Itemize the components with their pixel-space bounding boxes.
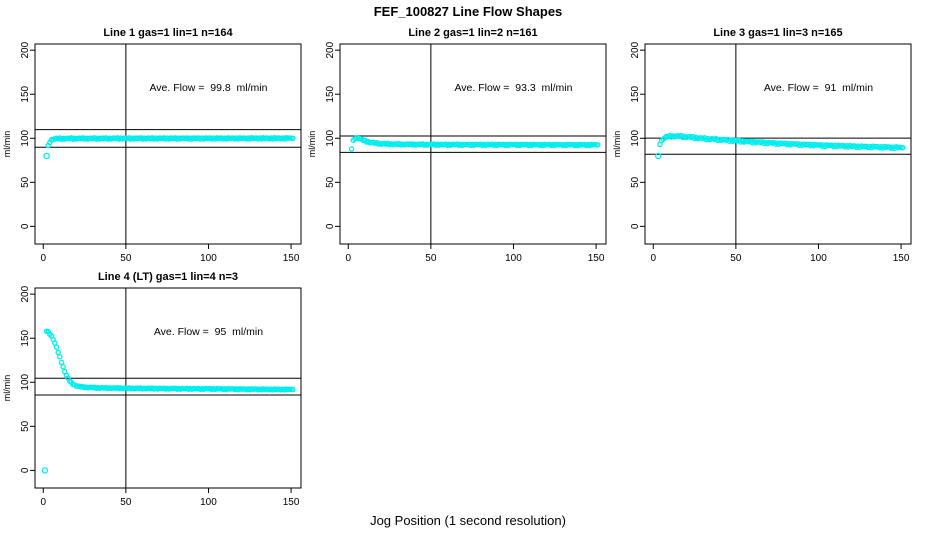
data-point (654, 152, 662, 160)
avg-flow-annotation: Ave. Flow = 99.8 ml/min (149, 82, 267, 94)
y-tick-label: 100 (325, 129, 336, 146)
data-point (57, 353, 63, 360)
x-tick-label: 0 (650, 253, 656, 264)
data-point (289, 135, 296, 142)
data-point (594, 142, 601, 148)
y-tick-label: 200 (325, 41, 336, 58)
y-axis-label: ml/min (2, 131, 12, 158)
y-tick-label: 50 (20, 420, 31, 432)
page-title: FEF_100827 Line Flow Shapes (373, 4, 563, 19)
x-tick-label: 50 (120, 253, 132, 264)
x-tick-label: 0 (40, 253, 46, 264)
avg-flow-annotation: Ave. Flow = 91 ml/min (764, 82, 873, 94)
x-tick-label: 150 (283, 497, 300, 508)
data-points (654, 132, 906, 160)
x-axis-label: Jog Position (1 second resolution) (370, 513, 566, 528)
data-points (43, 134, 296, 160)
plot-box (34, 287, 302, 489)
y-tick-label: 50 (20, 176, 31, 188)
y-tick-label: 200 (20, 285, 31, 302)
y-tick-label: 0 (20, 223, 31, 229)
y-tick-label: 0 (630, 223, 641, 229)
data-point (899, 144, 906, 151)
y-axis-label: ml/min (612, 131, 622, 158)
data-point (348, 146, 355, 152)
x-tick-label: 50 (730, 253, 742, 264)
data-point (289, 386, 296, 393)
y-tick-label: 0 (325, 223, 336, 229)
x-tick-label: 100 (505, 253, 522, 264)
x-tick-label: 150 (283, 253, 300, 264)
y-tick-label: 50 (325, 176, 336, 188)
panel-4: 0 50 100 150 0 50 100 150 200 ml/min Line 4 (LT) g… (2, 271, 302, 508)
data-point (60, 363, 66, 370)
y-tick-label: 150 (20, 329, 31, 346)
x-tick-label: 150 (893, 253, 910, 264)
x-tick-label: 150 (588, 253, 605, 264)
panel-3: 0 50 100 150 0 50 100 150 200 ml/min Line 3 gas=1 … (612, 27, 912, 264)
data-point (43, 152, 50, 160)
y-tick-label: 100 (20, 373, 31, 390)
y-axis-label: ml/min (307, 131, 317, 158)
panel-1: 0 50 100 150 0 50 100 150 200 ml/min Line 1 gas=1 … (2, 27, 302, 264)
panel-2: 0 50 100 150 0 50 100 150 200 ml/min Line 2 gas=1 … (307, 27, 607, 264)
data-point (53, 344, 60, 350)
y-tick-label: 150 (20, 85, 31, 102)
avg-flow-annotation: Ave. Flow = 93.3 ml/min (454, 82, 572, 94)
x-tick-label: 50 (425, 253, 437, 264)
x-tick-label: 100 (810, 253, 827, 264)
y-axis-label: ml/min (2, 375, 12, 402)
x-tick-label: 100 (200, 497, 217, 508)
y-tick-label: 100 (20, 129, 31, 146)
data-point (41, 467, 49, 474)
y-tick-label: 200 (20, 41, 31, 58)
data-points (41, 328, 296, 474)
x-tick-label: 0 (345, 253, 351, 264)
panel-title: Line 1 gas=1 lin=1 n=164 (103, 27, 233, 39)
panel-title: Line 3 gas=1 lin=3 n=165 (713, 27, 842, 39)
data-points (348, 134, 601, 152)
panel-title: Line 4 (LT) gas=1 lin=4 n=3 (98, 271, 238, 283)
data-point (58, 359, 65, 366)
panel-title: Line 2 gas=1 lin=2 n=161 (408, 27, 537, 39)
y-tick-label: 0 (20, 467, 31, 473)
x-tick-label: 50 (120, 497, 132, 508)
plot-box (644, 43, 912, 245)
data-point (55, 349, 61, 356)
plot-box (339, 43, 607, 245)
y-tick-label: 200 (630, 41, 641, 58)
y-tick-label: 100 (630, 129, 641, 146)
x-tick-label: 0 (40, 497, 46, 508)
x-tick-label: 100 (200, 253, 217, 264)
y-tick-label: 50 (630, 176, 641, 188)
plot-box (34, 43, 302, 245)
y-tick-label: 150 (630, 85, 641, 102)
y-tick-label: 150 (325, 85, 336, 102)
avg-flow-annotation: Ave. Flow = 95 ml/min (154, 326, 263, 338)
